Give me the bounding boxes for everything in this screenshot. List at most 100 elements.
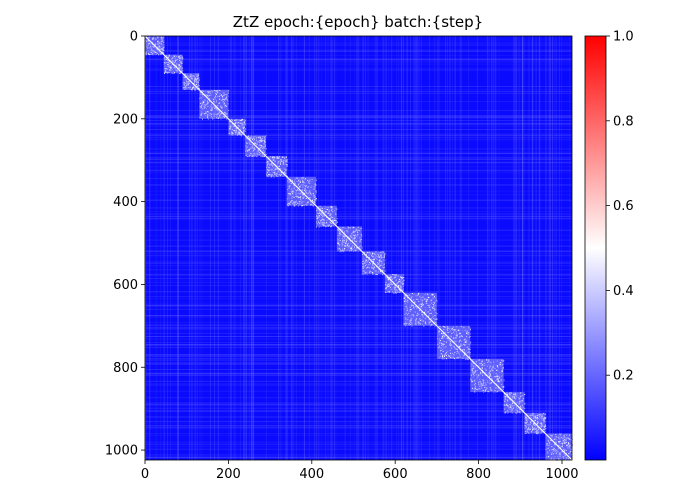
heatmap-cell bbox=[248, 141, 250, 143]
heatmap-cell bbox=[350, 250, 352, 252]
heatmap-streak-row bbox=[145, 55, 572, 56]
heatmap-cell bbox=[356, 230, 358, 232]
heatmap-cell bbox=[456, 335, 458, 337]
heatmap-cell bbox=[325, 210, 327, 212]
heatmap-cell bbox=[511, 410, 513, 412]
heatmap-cell bbox=[204, 101, 206, 103]
heatmap-cell bbox=[215, 90, 217, 92]
heatmap-cell bbox=[522, 400, 524, 402]
heatmap-cell bbox=[482, 380, 484, 382]
heatmap-cell bbox=[223, 94, 225, 96]
heatmap-cell bbox=[252, 138, 254, 140]
heatmap-cell bbox=[443, 347, 445, 349]
heatmap-cell bbox=[231, 128, 233, 130]
heatmap-cell bbox=[357, 243, 359, 245]
heatmap-cell bbox=[405, 318, 407, 320]
heatmap-cell bbox=[321, 222, 323, 224]
heatmap-cell bbox=[221, 106, 223, 108]
heatmap-cell bbox=[262, 137, 264, 139]
heatmap-cell bbox=[328, 209, 330, 211]
heatmap-cell bbox=[189, 86, 191, 88]
heatmap-streak-col bbox=[308, 36, 310, 460]
heatmap-cell bbox=[563, 453, 565, 455]
heatmap-cell bbox=[554, 443, 556, 445]
heatmap-cell bbox=[515, 409, 517, 411]
heatmap-cell bbox=[178, 73, 180, 75]
heatmap-cell bbox=[147, 50, 149, 52]
heatmap-cell bbox=[173, 61, 175, 63]
heatmap-cell bbox=[500, 379, 502, 381]
heatmap-cell bbox=[285, 163, 287, 165]
heatmap-streak-row bbox=[145, 327, 572, 329]
heatmap-cell bbox=[443, 341, 445, 343]
heatmap-cell bbox=[333, 220, 335, 222]
heatmap-cell bbox=[513, 404, 515, 406]
heatmap-streak-col bbox=[240, 36, 241, 460]
heatmap-cell bbox=[518, 398, 520, 400]
heatmap-cell bbox=[269, 174, 271, 176]
heatmap-cell bbox=[545, 416, 547, 418]
heatmap-cell bbox=[562, 443, 564, 445]
heatmap-cell bbox=[565, 448, 567, 450]
heatmap-cell bbox=[354, 231, 356, 233]
heatmap-cell bbox=[460, 333, 462, 335]
heatmap-cell bbox=[450, 352, 452, 354]
heatmap-cell bbox=[517, 392, 519, 394]
heatmap-cell bbox=[319, 222, 321, 224]
heatmap-cell bbox=[537, 433, 539, 435]
heatmap-cell bbox=[287, 180, 289, 182]
heatmap-cell bbox=[401, 282, 403, 284]
heatmap-cell bbox=[485, 374, 487, 376]
heatmap-cell bbox=[308, 194, 310, 196]
heatmap-cell bbox=[203, 113, 205, 115]
heatmap-streak-col bbox=[265, 36, 267, 460]
heatmap-cell bbox=[155, 48, 157, 50]
heatmap-cell bbox=[416, 307, 418, 309]
heatmap-cell bbox=[344, 242, 346, 244]
heatmap-cell bbox=[147, 47, 149, 49]
heatmap-cell bbox=[439, 339, 441, 341]
heatmap-cell bbox=[348, 242, 350, 244]
heatmap-cell bbox=[318, 209, 320, 211]
heatmap-cell bbox=[399, 290, 401, 292]
heatmap-cell bbox=[351, 247, 353, 249]
heatmap-cell bbox=[316, 210, 318, 212]
heatmap-cell bbox=[217, 117, 219, 119]
heatmap-cell bbox=[515, 410, 517, 412]
heatmap-cell bbox=[317, 223, 319, 225]
heatmap-cell bbox=[348, 245, 350, 247]
heatmap-cell bbox=[424, 321, 426, 323]
heatmap-cell bbox=[160, 46, 162, 48]
heatmap-streak-col bbox=[189, 36, 190, 460]
heatmap-cell bbox=[302, 183, 304, 185]
heatmap-cell bbox=[481, 364, 483, 366]
heatmap-cell bbox=[419, 323, 421, 325]
heatmap-cell bbox=[535, 429, 537, 431]
heatmap-cell bbox=[443, 358, 445, 360]
heatmap-cell bbox=[238, 123, 240, 125]
heatmap-cell bbox=[285, 169, 287, 171]
heatmap-cell bbox=[405, 303, 407, 305]
heatmap-cell bbox=[362, 260, 364, 262]
heatmap-cell bbox=[398, 286, 400, 288]
heatmap-cell bbox=[274, 173, 276, 175]
heatmap-cell bbox=[487, 374, 489, 376]
heatmap-cell bbox=[331, 208, 333, 210]
heatmap-cell bbox=[248, 149, 250, 151]
heatmap-cell bbox=[433, 302, 435, 304]
heatmap-cell bbox=[429, 325, 431, 327]
heatmap-cell bbox=[201, 90, 203, 92]
heatmap-cell bbox=[374, 257, 376, 259]
heatmap-cell bbox=[425, 301, 427, 303]
heatmap-cell bbox=[288, 181, 290, 183]
heatmap-cell bbox=[378, 269, 380, 271]
heatmap-cell bbox=[551, 446, 553, 448]
heatmap-streak-col bbox=[217, 36, 219, 460]
heatmap-cell bbox=[538, 419, 540, 421]
heatmap-cell bbox=[202, 95, 204, 97]
heatmap-cell bbox=[526, 420, 528, 422]
heatmap-cell bbox=[417, 322, 419, 324]
heatmap-cell bbox=[517, 410, 519, 412]
heatmap-cell bbox=[454, 344, 456, 346]
heatmap-cell bbox=[194, 89, 196, 91]
